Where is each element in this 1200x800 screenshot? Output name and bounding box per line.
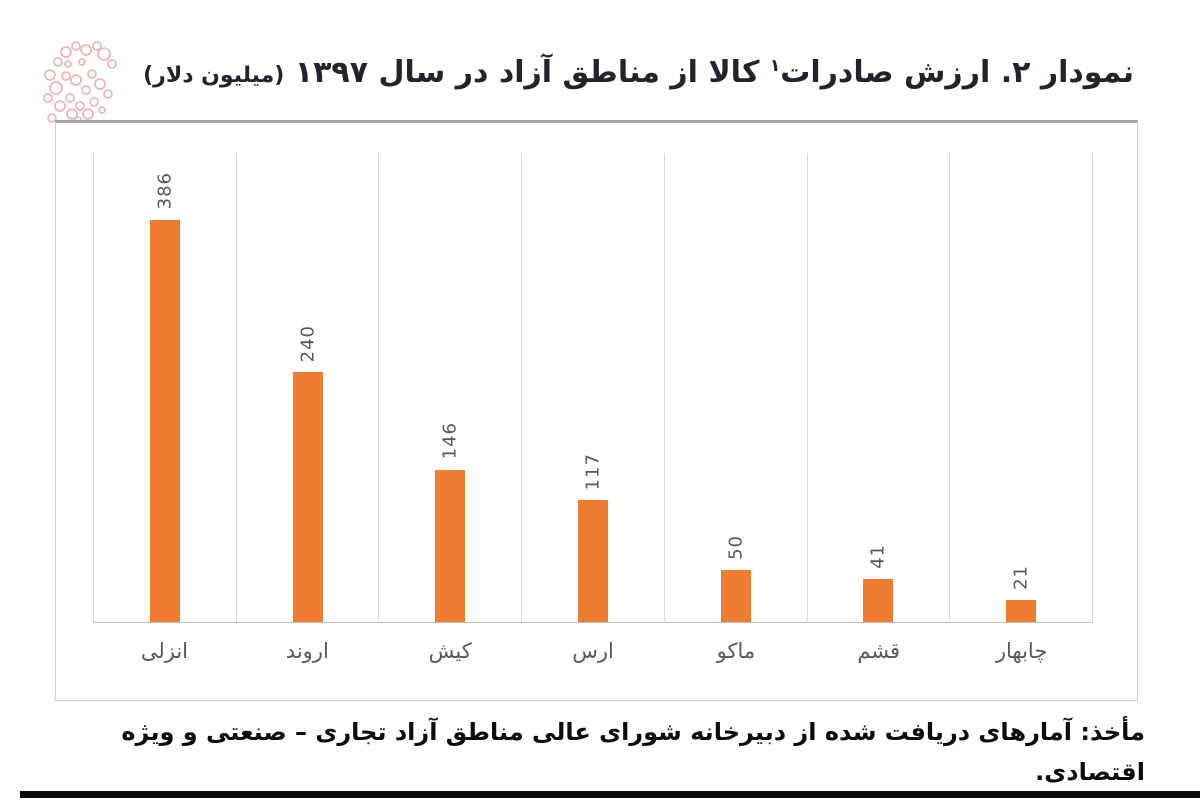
value-label-6: 21 xyxy=(1010,565,1032,591)
value-label-1: 240 xyxy=(297,324,319,362)
category-label-5: قشم xyxy=(857,639,901,663)
value-label-2: 146 xyxy=(439,422,461,460)
category-label-3: ارس xyxy=(572,639,614,663)
source-note: مأخذ: آمارهای دریافت شده از دبیرخانه شور… xyxy=(40,712,1145,792)
page-bottom-rule xyxy=(20,791,1200,798)
value-label-4: 50 xyxy=(725,534,747,560)
value-label-3: 117 xyxy=(582,452,604,491)
bar-4 xyxy=(720,569,751,622)
bar-5 xyxy=(863,579,894,622)
value-label-5: 41 xyxy=(867,544,889,570)
category-label-6: چابهار xyxy=(995,639,1048,663)
footnote-marker: ۱ xyxy=(769,56,781,76)
category-label-1: اروند xyxy=(285,639,329,663)
chart-cell-2: 146 xyxy=(378,153,521,622)
chart-cell-5: 41 xyxy=(806,153,950,622)
chart-cell-3: 117 xyxy=(521,153,664,622)
chart-title-rest: کالا از مناطق آزاد در سال ۱۳۹۷ xyxy=(284,55,770,90)
value-label-0: 386 xyxy=(154,172,176,210)
chart-frame: 386 240 146 117 50 41 21 انزلی اروند کیش ارس ماکو ق… xyxy=(55,120,1138,701)
chart-cell-6: 21 xyxy=(949,153,1092,622)
bar-3 xyxy=(578,500,609,622)
bar-1 xyxy=(292,371,323,622)
category-axis: انزلی اروند کیش ارس ماکو قشم چابهار xyxy=(93,623,1093,697)
source-text: آمارهای دریافت شده از دبیرخانه شورای عال… xyxy=(121,718,1145,786)
chart-title: نمودار ۲. ارزش صادرات۱ کالا از مناطق آزا… xyxy=(60,40,1134,102)
bar-2 xyxy=(435,469,466,622)
category-label-2: کیش xyxy=(428,639,472,663)
chart-cell-1: 240 xyxy=(235,153,379,622)
chart-title-unit: (میلیون دلار) xyxy=(143,63,285,88)
bar-6 xyxy=(1006,600,1037,622)
category-label-4: ماکو xyxy=(716,639,756,663)
category-label-0: انزلی xyxy=(140,639,189,663)
chart-title-main: نمودار ۲. ارزش صادرات xyxy=(780,55,1134,90)
bar-0 xyxy=(149,219,180,622)
plot-area: 386 240 146 117 50 41 21 xyxy=(93,153,1093,623)
chart-cell-4: 50 xyxy=(663,153,807,622)
source-label: مأخذ: xyxy=(1080,718,1145,746)
chart-cell-0: 386 xyxy=(93,153,236,622)
